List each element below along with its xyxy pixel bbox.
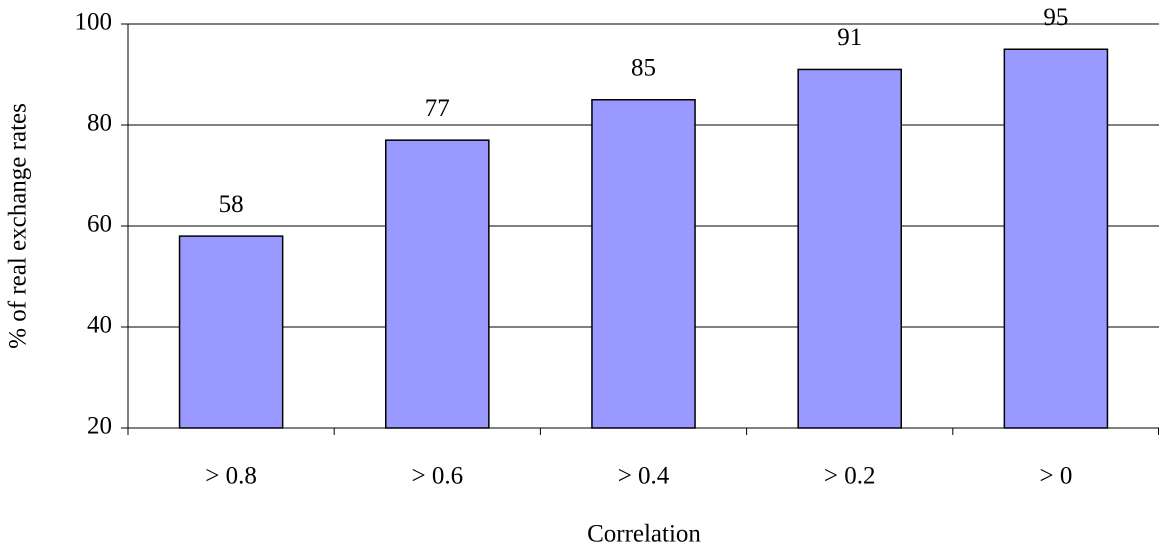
- data-label: 85: [631, 54, 656, 81]
- data-label: 58: [219, 191, 244, 218]
- bar: [178, 235, 284, 429]
- bar: [1003, 48, 1109, 429]
- data-label: 95: [1043, 4, 1068, 31]
- bar: [797, 68, 903, 429]
- y-axis-label: % of real exchange rates: [5, 103, 32, 349]
- x-tick-label: > 0.6: [411, 463, 463, 490]
- x-tick-label: > 0.8: [205, 463, 257, 490]
- x-tick-label: > 0.2: [824, 463, 876, 490]
- x-tick-label: > 0: [1039, 463, 1072, 490]
- y-tick-label: 80: [87, 110, 112, 137]
- y-tick-label: 100: [75, 9, 113, 36]
- y-tick-label: 40: [87, 312, 112, 339]
- x-axis-label: Correlation: [587, 521, 701, 548]
- y-tick-label: 20: [87, 413, 112, 440]
- bar: [385, 139, 490, 429]
- x-tick-label: > 0.4: [618, 463, 670, 490]
- y-tick-label: 60: [87, 211, 112, 238]
- data-label: 91: [837, 24, 862, 51]
- data-label: 77: [425, 95, 450, 122]
- bar: [591, 99, 696, 429]
